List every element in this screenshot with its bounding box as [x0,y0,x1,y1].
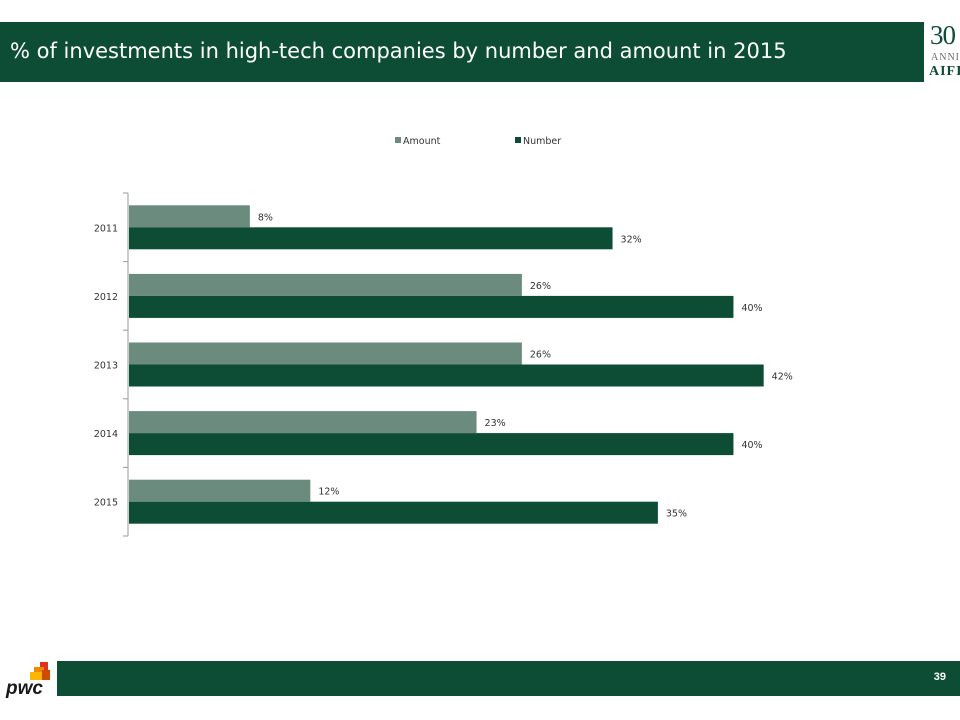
y-tick-label-2015: 2015 [94,498,118,509]
legend-swatch-number [515,137,521,143]
y-tick-label-2013: 2013 [94,361,118,372]
bar-number-2014 [129,433,734,456]
data-label-amount-2013: 26% [530,350,551,361]
bar-amount-2014 [129,411,477,434]
chart-labels: 8% 32% 26% 40% 26% 42% 23% 40% 12% 35% [258,212,793,519]
bar-amount-2013 [129,342,522,365]
data-label-number-2014: 40% [741,440,762,451]
bar-amount-2011 [129,205,250,228]
y-tick-label-2011: 2011 [94,223,118,234]
bar-number-2012 [129,295,734,318]
anniversary-logo: 30 ANNI AIFI [928,22,960,82]
legend-label-amount: Amount [403,136,441,147]
pwc-blocks-icon [30,662,50,680]
bar-amount-2012 [129,273,522,296]
bar-number-2011 [129,227,613,250]
logo-sub: ANNI [931,52,960,63]
y-tick-label-2012: 2012 [94,292,118,303]
title-bar: % of investments in high-tech companies … [0,22,924,82]
data-label-number-2015: 35% [666,509,687,520]
pwc-logo: pwc [4,660,54,700]
chart-bars [129,205,764,524]
data-label-amount-2011: 8% [258,212,273,223]
data-label-number-2011: 32% [621,234,642,245]
data-label-number-2012: 40% [741,303,762,314]
data-label-amount-2015: 12% [318,487,339,498]
pwc-brand-text: pwc [6,678,43,699]
data-label-amount-2014: 23% [485,418,506,429]
slide-title: % of investments in high-tech companies … [10,39,787,63]
bar-amount-2015 [129,479,311,502]
logo-number: 30 [930,22,956,50]
page-number: 39 [933,671,946,683]
chart-legend: Amount Number [395,136,561,147]
legend-swatch-amount [395,137,401,143]
legend-label-number: Number [523,136,561,147]
bar-chart: Amount Number 2011 2012 2013 2014 2015 8% 32% 2… [94,136,793,537]
bar-number-2015 [129,501,658,524]
logo-name: AIFI [929,64,960,79]
y-axis: 2011 2012 2013 2014 2015 [94,192,129,537]
data-label-number-2013: 42% [772,372,793,383]
data-label-amount-2012: 26% [530,281,551,292]
y-tick-label-2014: 2014 [94,429,118,440]
footer-bar: 39 [57,661,960,696]
bar-number-2013 [129,364,764,387]
